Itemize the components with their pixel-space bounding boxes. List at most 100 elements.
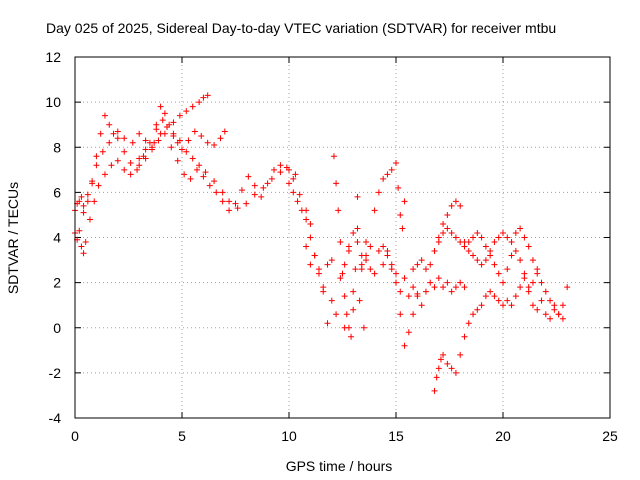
data-point	[444, 211, 451, 218]
data-point	[303, 216, 310, 223]
data-point	[174, 157, 181, 164]
data-point	[354, 225, 361, 232]
data-point	[335, 207, 342, 214]
data-point	[440, 229, 447, 236]
data-point	[521, 275, 528, 282]
data-point	[121, 166, 128, 173]
data-point	[191, 128, 198, 135]
data-point	[555, 311, 562, 318]
data-point	[461, 284, 468, 291]
data-point	[393, 279, 399, 286]
data-point	[108, 162, 115, 169]
data-point	[238, 187, 245, 194]
data-point	[200, 94, 207, 101]
data-point	[397, 211, 404, 218]
data-point	[500, 302, 506, 309]
data-point	[371, 270, 378, 277]
data-point	[457, 239, 464, 246]
data-point	[95, 182, 102, 189]
data-point	[452, 284, 459, 291]
data-point	[84, 191, 91, 198]
data-point	[146, 139, 153, 146]
data-point	[206, 182, 213, 189]
data-point	[80, 250, 87, 257]
data-point	[82, 239, 89, 246]
data-point	[517, 257, 524, 264]
x-tick-label: 20	[495, 428, 511, 444]
data-point	[260, 184, 267, 191]
data-point	[196, 162, 203, 169]
data-point	[542, 288, 549, 295]
data-point	[155, 137, 162, 144]
data-point	[470, 252, 477, 259]
data-point	[448, 202, 455, 209]
data-series	[303, 153, 370, 340]
data-point	[363, 257, 370, 264]
data-series	[341, 160, 408, 273]
data-point	[547, 315, 554, 322]
data-point	[142, 137, 149, 144]
data-point	[448, 229, 455, 236]
data-series	[431, 270, 571, 394]
data-point	[294, 198, 301, 205]
data-point	[170, 130, 177, 137]
data-point	[508, 252, 515, 259]
data-point	[290, 189, 297, 196]
data-point	[452, 234, 459, 241]
data-point	[99, 148, 106, 155]
x-tick-label: 25	[602, 428, 618, 444]
data-point	[343, 311, 350, 318]
data-point	[448, 365, 455, 372]
data-point	[114, 128, 121, 135]
data-point	[93, 162, 100, 169]
data-point	[388, 261, 395, 268]
data-point	[465, 320, 472, 327]
data-point	[433, 374, 440, 381]
y-tick-label: -2	[49, 365, 62, 381]
data-point	[538, 297, 545, 304]
data-point	[101, 171, 108, 178]
data-point	[324, 320, 331, 327]
data-series	[72, 117, 299, 214]
data-point	[440, 284, 447, 291]
data-point	[311, 252, 318, 259]
data-point	[204, 139, 211, 146]
data-point	[93, 153, 100, 160]
data-point	[525, 284, 532, 291]
data-point	[474, 257, 481, 264]
data-point	[341, 261, 348, 268]
data-point	[333, 180, 340, 187]
data-point	[470, 311, 477, 318]
data-point	[161, 110, 168, 117]
data-point	[457, 279, 464, 286]
data-point	[354, 239, 361, 246]
data-point	[478, 261, 485, 268]
data-point	[217, 135, 224, 142]
data-point	[529, 257, 536, 264]
data-point	[512, 293, 519, 300]
data-point	[474, 306, 481, 313]
data-point	[538, 279, 545, 286]
data-point	[352, 266, 359, 273]
data-point	[452, 369, 459, 376]
data-point	[213, 189, 220, 196]
data-point	[271, 166, 278, 173]
y-tick-label: 4	[53, 230, 61, 246]
data-point	[482, 257, 489, 264]
data-point	[345, 243, 352, 250]
data-point	[461, 333, 468, 340]
data-point	[187, 175, 194, 182]
data-point	[487, 288, 494, 295]
data-point	[380, 261, 387, 268]
data-point	[149, 146, 156, 153]
data-point	[127, 160, 134, 167]
data-point	[384, 248, 391, 255]
data-point	[482, 293, 489, 300]
x-axis-label: GPS time / hours	[286, 458, 393, 474]
data-point	[211, 141, 218, 148]
data-point	[414, 293, 421, 300]
data-point	[258, 193, 265, 200]
data-point	[277, 169, 284, 176]
data-point	[134, 166, 141, 173]
data-point	[375, 189, 382, 196]
